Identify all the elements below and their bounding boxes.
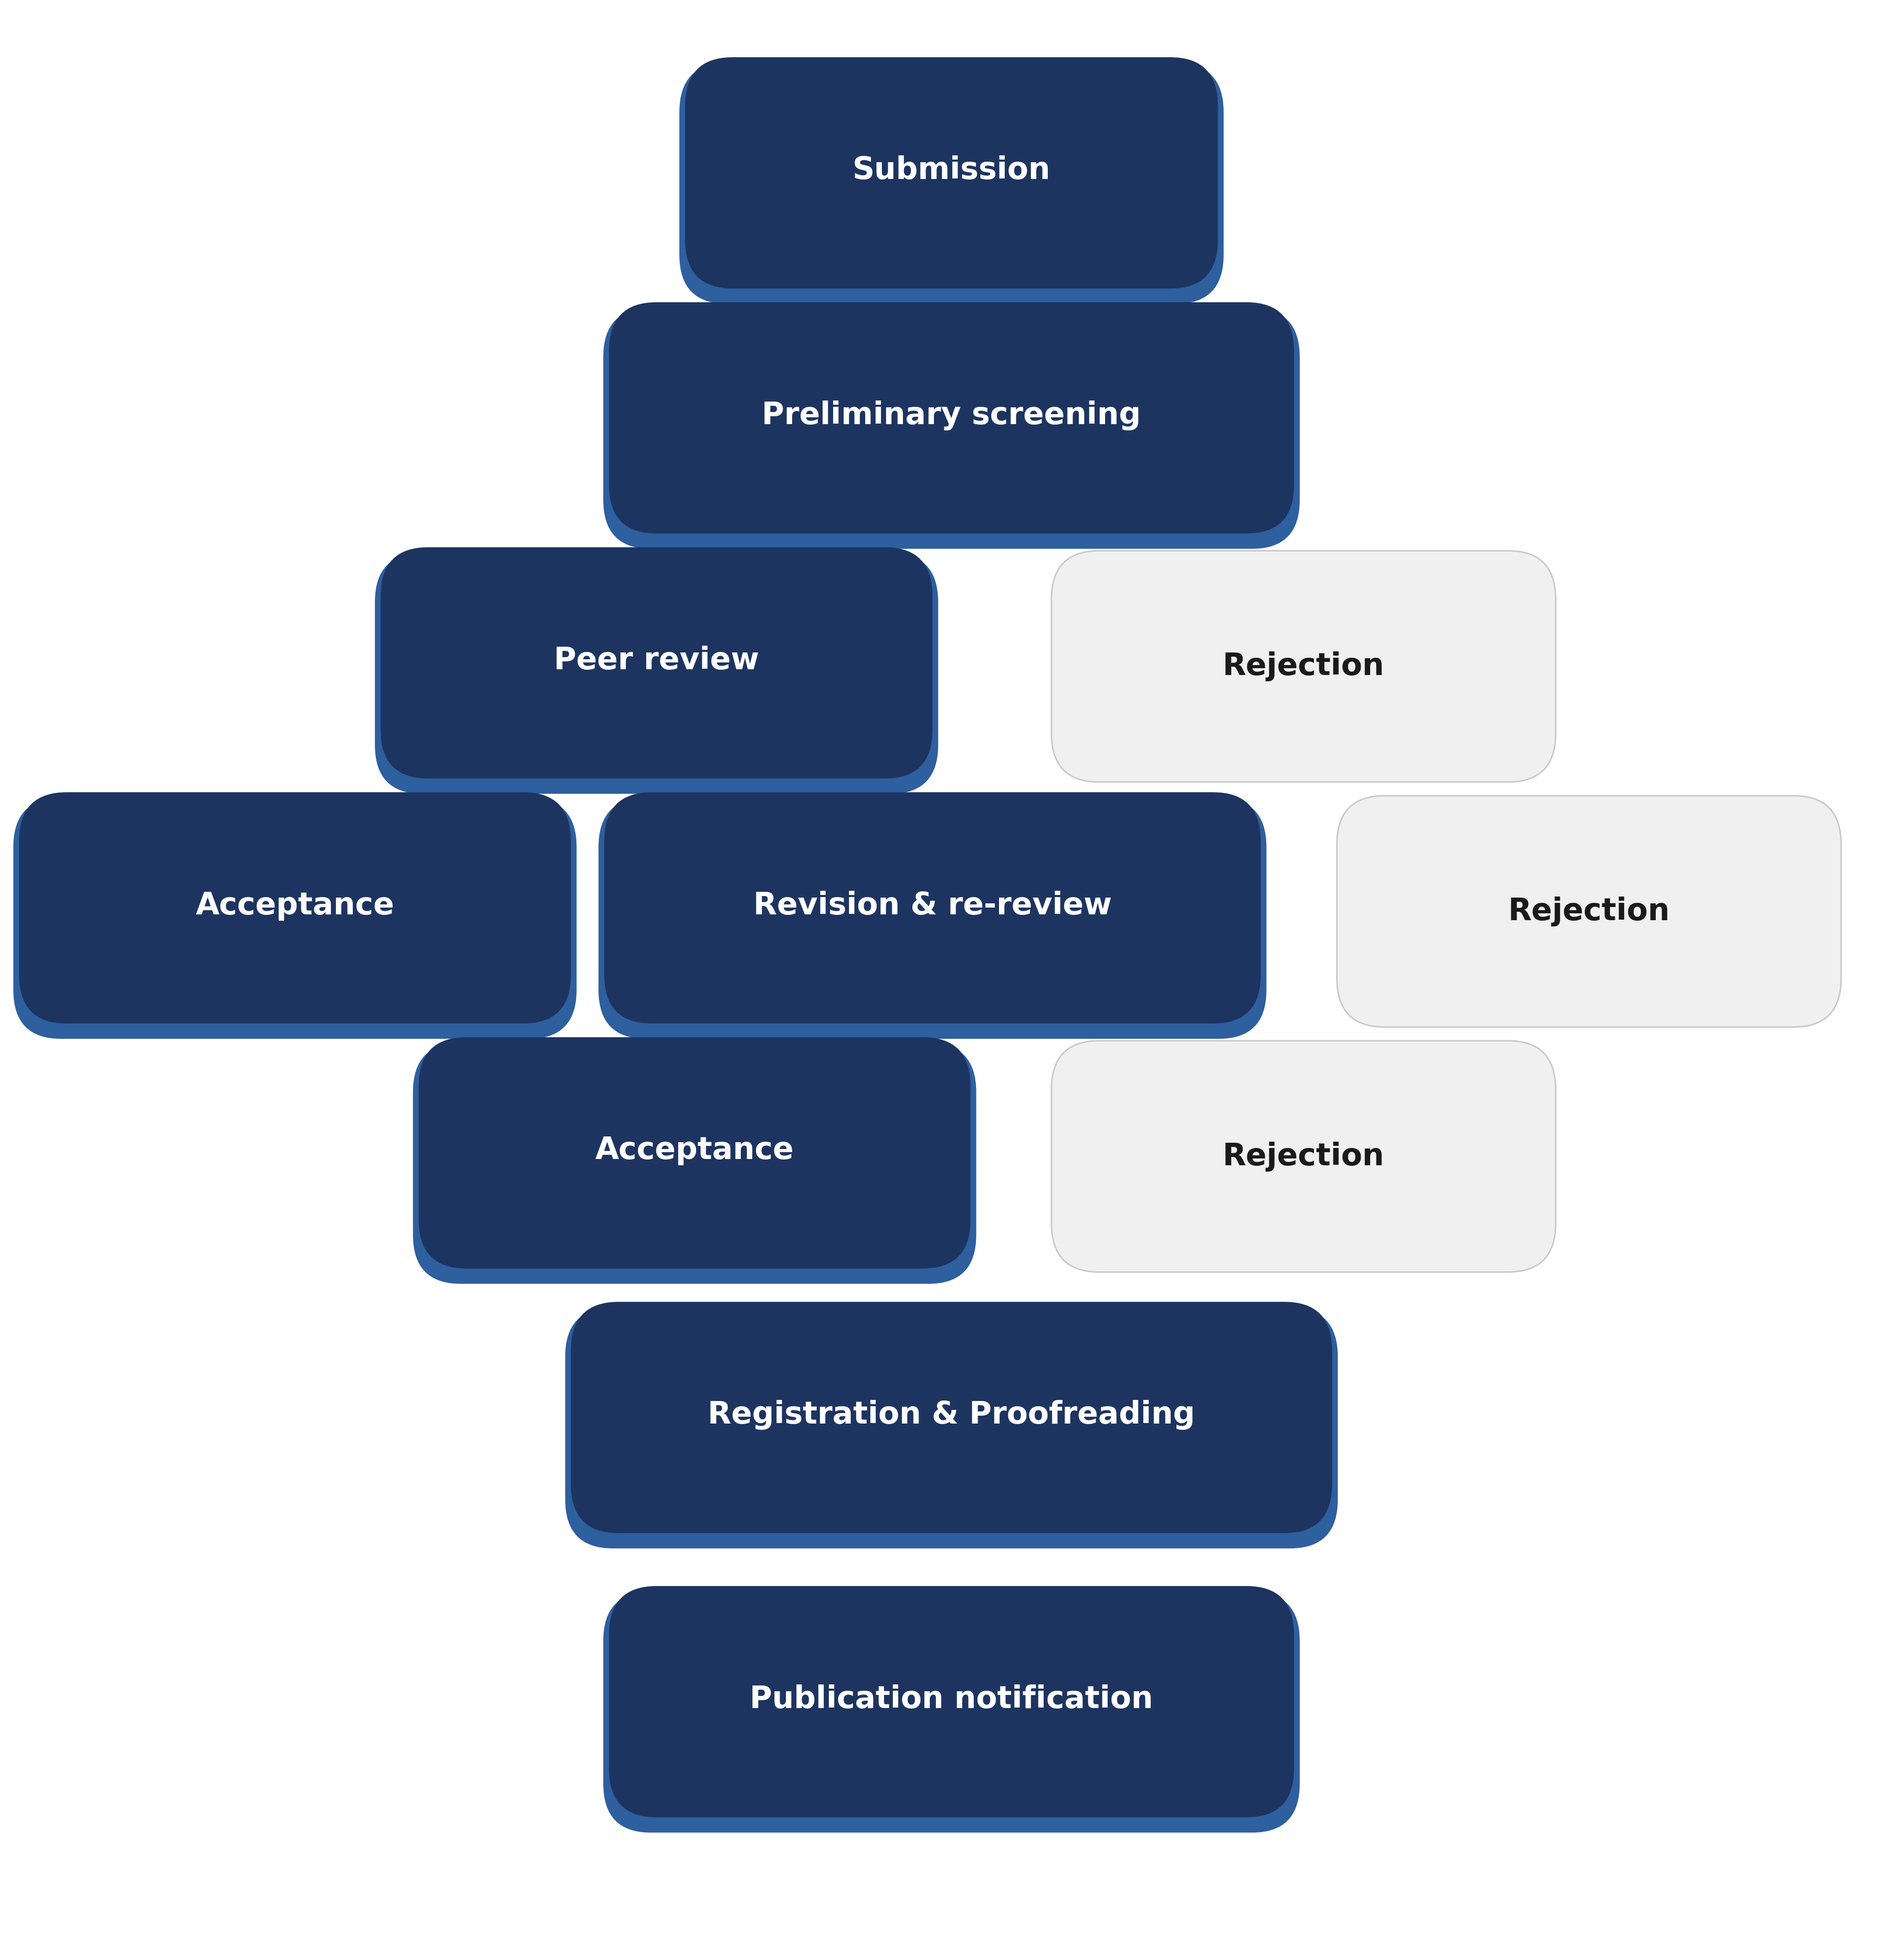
FancyBboxPatch shape — [679, 63, 1224, 304]
Text: Rejection: Rejection — [1507, 896, 1671, 927]
Text: Registration & Proofreading: Registration & Proofreading — [708, 1399, 1195, 1431]
Text: Submission: Submission — [853, 155, 1050, 186]
Text: Rejection: Rejection — [1222, 651, 1385, 682]
FancyBboxPatch shape — [565, 1307, 1338, 1548]
FancyBboxPatch shape — [603, 1592, 1300, 1833]
FancyBboxPatch shape — [603, 308, 1300, 549]
FancyBboxPatch shape — [381, 547, 932, 778]
FancyBboxPatch shape — [413, 1043, 976, 1284]
Text: Revision & re-review: Revision & re-review — [754, 890, 1111, 921]
FancyBboxPatch shape — [1050, 1041, 1557, 1272]
FancyBboxPatch shape — [685, 57, 1218, 288]
FancyBboxPatch shape — [1336, 796, 1840, 1027]
Text: Peer review: Peer review — [554, 645, 759, 676]
Text: Preliminary screening: Preliminary screening — [761, 400, 1142, 431]
FancyBboxPatch shape — [419, 1037, 971, 1268]
FancyBboxPatch shape — [598, 798, 1267, 1039]
Text: Publication notification: Publication notification — [750, 1684, 1153, 1715]
FancyBboxPatch shape — [19, 792, 571, 1023]
Text: Acceptance: Acceptance — [196, 890, 394, 921]
Text: Rejection: Rejection — [1222, 1141, 1385, 1172]
FancyBboxPatch shape — [605, 792, 1260, 1023]
FancyBboxPatch shape — [609, 302, 1294, 533]
FancyBboxPatch shape — [1050, 551, 1557, 782]
FancyBboxPatch shape — [375, 553, 938, 794]
FancyBboxPatch shape — [571, 1301, 1332, 1533]
FancyBboxPatch shape — [609, 1586, 1294, 1817]
FancyBboxPatch shape — [13, 798, 577, 1039]
Text: Acceptance: Acceptance — [596, 1135, 794, 1166]
